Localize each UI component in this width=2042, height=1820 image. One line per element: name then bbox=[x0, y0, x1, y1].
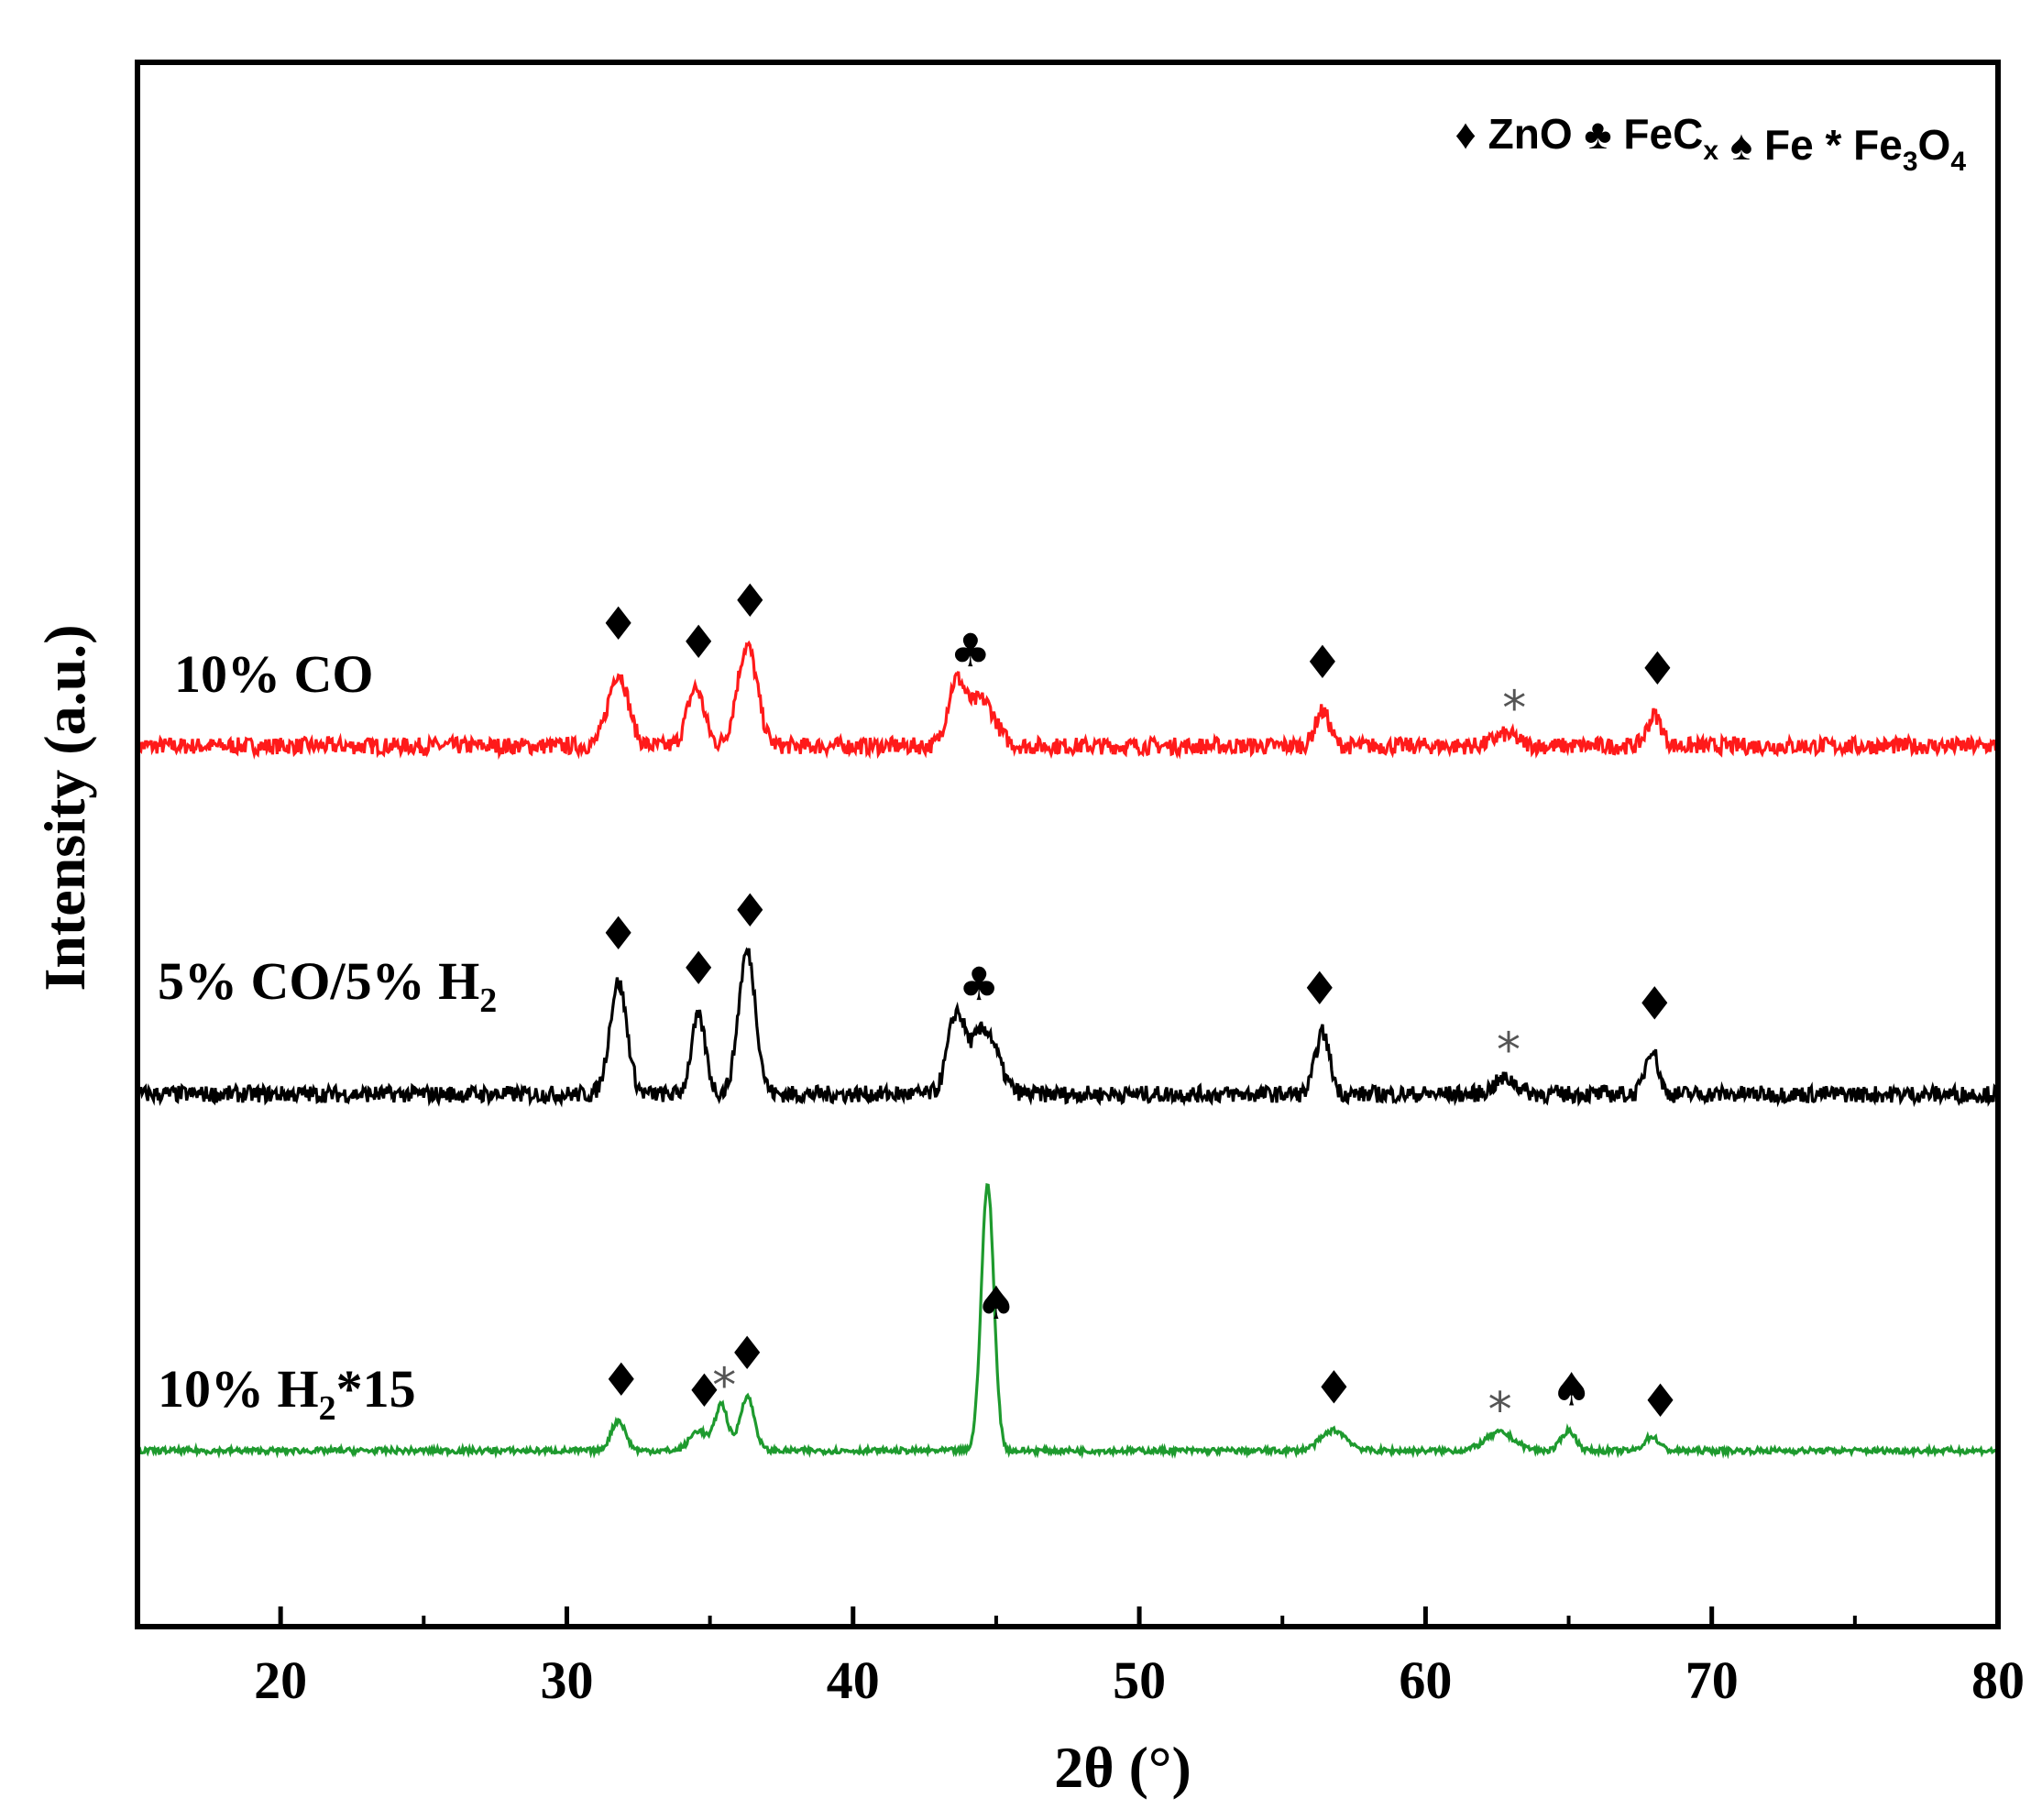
x-tick-label: 70 bbox=[1685, 1650, 1739, 1710]
peak-marker: ♦ bbox=[1313, 1362, 1355, 1415]
peak-marker: ♦ bbox=[678, 616, 719, 669]
peak-marker: ♣ bbox=[959, 958, 1000, 1011]
x-axis-ticks: 20 30 40 50 60 70 80 bbox=[254, 1606, 2025, 1710]
series-label: 10% H2*15 bbox=[158, 1359, 416, 1428]
legend-text: ♦ ZnO ♣ FeCx ♠ Fe * Fe3O4 bbox=[1455, 110, 1966, 177]
peak-marker: ♦ bbox=[684, 1365, 725, 1418]
peak-marker: ♦ bbox=[678, 942, 719, 995]
series-label: 10% CO bbox=[174, 644, 374, 704]
peak-marker: * bbox=[712, 1358, 736, 1413]
series-layer bbox=[136, 640, 2000, 1460]
annotation-layer: ♦ ♦♦♣ ♦*♦♦♦♦♣ ♦*♦♦ ♦*♦♠♦ * ♠ ♦ bbox=[598, 575, 1681, 1438]
legend-symbol: ♦ bbox=[1455, 110, 1488, 158]
series-line-1 bbox=[136, 947, 2000, 1108]
peak-marker: ♦ bbox=[730, 575, 771, 628]
peak-marker: ♦ bbox=[600, 1354, 642, 1407]
x-tick-label: 40 bbox=[827, 1650, 880, 1710]
x-tick-label: 80 bbox=[1971, 1650, 2025, 1710]
peak-marker: ♦ bbox=[727, 1327, 768, 1380]
legend-symbol: * bbox=[1814, 121, 1853, 169]
legend-symbol: ♠ bbox=[1718, 121, 1764, 169]
plot-frame bbox=[135, 60, 2001, 1629]
x-axis-title: 2θ (°) bbox=[1054, 1735, 1191, 1800]
peak-marker: ♦ bbox=[1302, 636, 1344, 689]
x-tick-label: 50 bbox=[1113, 1650, 1166, 1710]
peak-marker: ♦ bbox=[1634, 977, 1675, 1030]
y-axis-title: Intensity (a.u.) bbox=[32, 624, 97, 991]
legend-symbol: ♣ bbox=[1573, 110, 1624, 158]
series-line-0 bbox=[136, 640, 2000, 761]
x-tick-label: 20 bbox=[254, 1650, 307, 1710]
peak-marker: * bbox=[1497, 1024, 1521, 1079]
peak-marker: ♠ bbox=[1551, 1363, 1592, 1416]
peak-marker: ♦ bbox=[1299, 962, 1340, 1015]
series-label: 5% CO/5% H2 bbox=[158, 951, 497, 1020]
peak-marker: ♣ bbox=[950, 624, 991, 677]
peak-marker: ♠ bbox=[976, 1277, 1017, 1330]
peak-marker: ♦ bbox=[1637, 642, 1678, 696]
legend: ♦ ZnO ♣ FeCx ♠ Fe * Fe3O4 bbox=[1455, 110, 1966, 177]
series-label-layer: 10% CO 5% CO/5% H2 10% H2*15 bbox=[158, 644, 497, 1428]
peak-marker: * bbox=[1488, 1383, 1512, 1438]
peak-marker: ♦ bbox=[598, 598, 639, 651]
peak-marker: ♦ bbox=[598, 907, 639, 960]
peak-marker: * bbox=[1502, 681, 1526, 736]
peak-marker: ♦ bbox=[1640, 1375, 1681, 1428]
peak-marker: ♦ bbox=[730, 884, 771, 937]
x-tick-label: 60 bbox=[1399, 1650, 1452, 1710]
series-line-2 bbox=[136, 1183, 2000, 1460]
x-tick-label: 30 bbox=[540, 1650, 593, 1710]
